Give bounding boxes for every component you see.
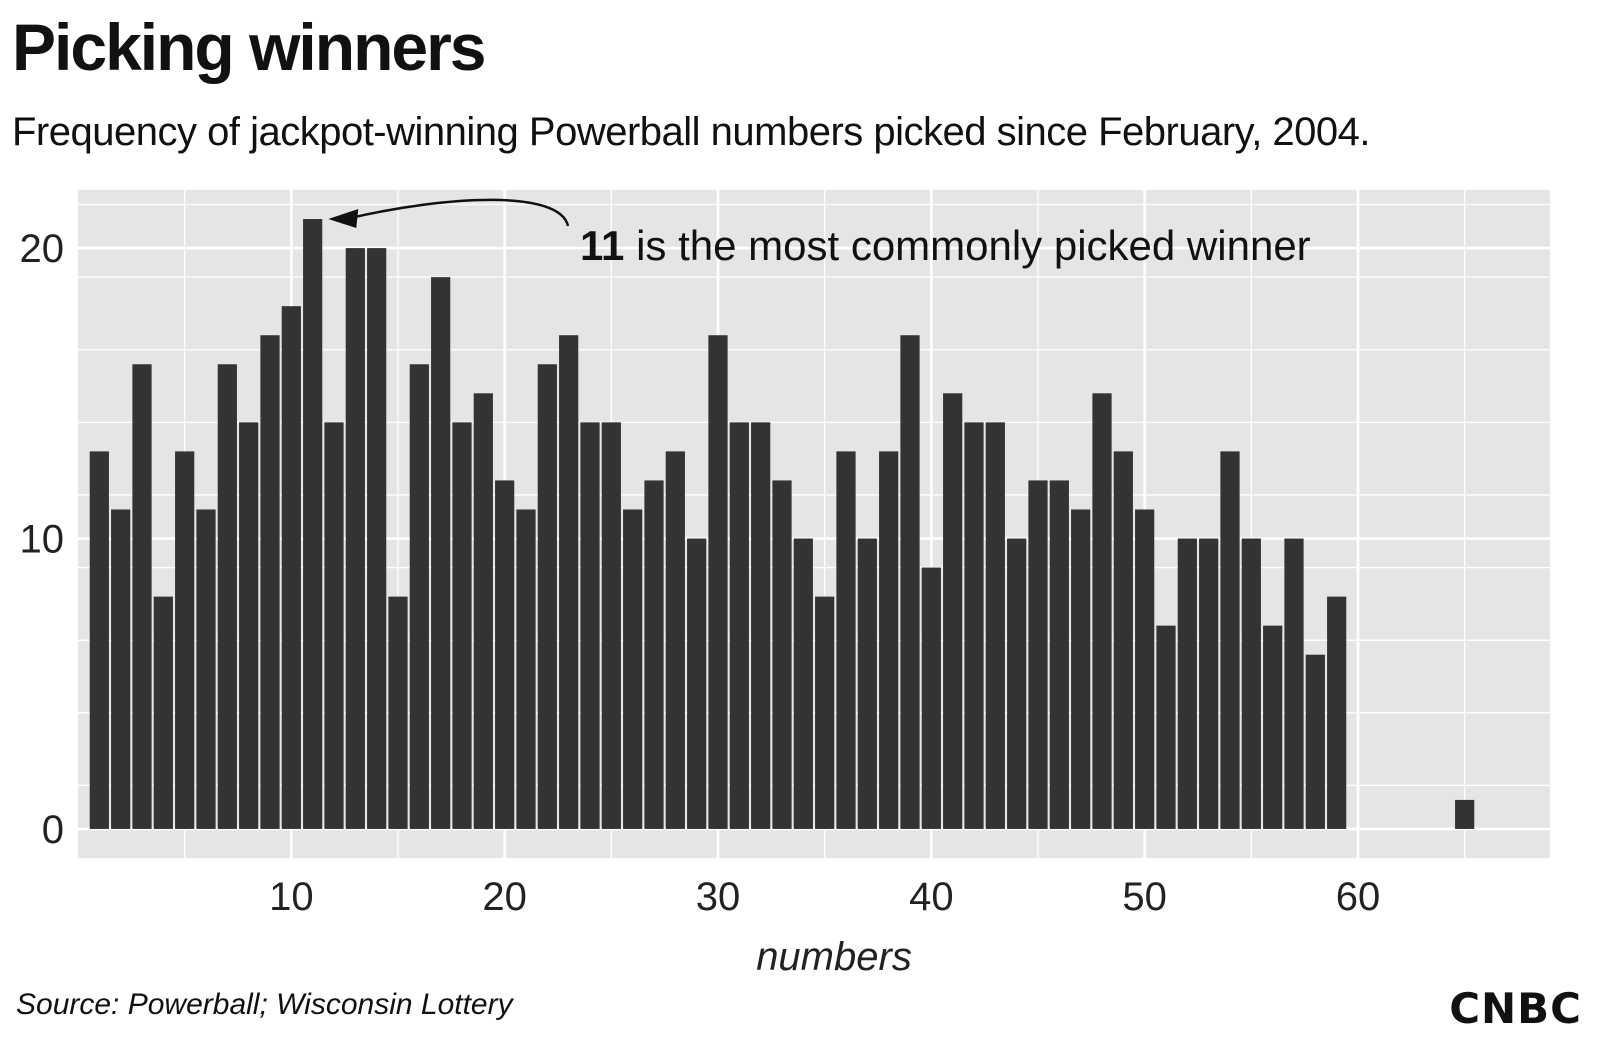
bar: [452, 422, 472, 829]
bar: [260, 335, 280, 829]
bar-chart: 0 10 20 10 20 30 40 50 60 numbers 11 is the most c…: [20, 190, 1550, 979]
bar: [708, 335, 728, 829]
bar: [431, 277, 451, 829]
bar: [196, 509, 216, 829]
bar: [516, 509, 536, 829]
y-tick-label: 0: [42, 808, 64, 852]
bar: [1305, 654, 1325, 829]
bar: [601, 422, 621, 829]
bar: [303, 219, 323, 829]
bar: [111, 509, 131, 829]
bar: [772, 480, 792, 829]
bar: [1113, 451, 1133, 829]
bar: [175, 451, 195, 829]
x-axis-label: numbers: [756, 935, 912, 979]
bar: [1284, 538, 1304, 829]
bar: [644, 480, 664, 829]
bar: [751, 422, 771, 829]
bar: [1135, 509, 1155, 829]
x-tick-label: 40: [909, 875, 954, 919]
bar: [324, 422, 344, 829]
bar: [729, 422, 749, 829]
bar: [580, 422, 600, 829]
bar: [281, 306, 301, 829]
annotation-arrow-line: [349, 198, 570, 227]
bar: [665, 451, 685, 829]
annotation-arrowhead: [328, 209, 359, 229]
bar: [153, 596, 173, 829]
bar: [857, 538, 877, 829]
bar: [623, 509, 643, 829]
x-tick-label: 30: [696, 875, 741, 919]
bar: [1092, 393, 1112, 829]
plot-panel: [78, 190, 1550, 858]
source-note: Source: Powerball; Wisconsin Lottery: [16, 988, 513, 1021]
annotation-text: 11 is the most commonly picked winner: [580, 222, 1311, 269]
bar: [1241, 538, 1261, 829]
bar: [1199, 538, 1219, 829]
bar: [1263, 625, 1283, 829]
bar: [985, 422, 1005, 829]
bar: [836, 451, 856, 829]
bar: [1007, 538, 1027, 829]
x-tick-label: 10: [269, 875, 314, 919]
bar: [1455, 799, 1475, 829]
bar: [217, 364, 237, 829]
x-tick-label: 60: [1336, 875, 1381, 919]
bar: [559, 335, 579, 829]
bar: [943, 393, 963, 829]
chart-title: Picking winners: [12, 10, 486, 84]
bar: [1177, 538, 1197, 829]
cnbc-logo: CNBC: [1449, 984, 1582, 1033]
bar: [388, 596, 408, 829]
bar: [964, 422, 984, 829]
bar: [473, 393, 493, 829]
bar: [89, 451, 109, 829]
bar: [1071, 509, 1091, 829]
bar: [921, 567, 941, 829]
bar: [409, 364, 429, 829]
bar: [793, 538, 813, 829]
y-tick-label: 10: [20, 518, 65, 562]
bar: [345, 248, 365, 829]
bar: [1156, 625, 1176, 829]
bar: [1049, 480, 1069, 829]
bar: [879, 451, 899, 829]
bar: [1327, 596, 1347, 829]
x-tick-label: 50: [1122, 875, 1167, 919]
chart-subtitle: Frequency of jackpot-winning Powerball n…: [12, 110, 1371, 154]
bar: [132, 364, 152, 829]
x-tick-label: 20: [482, 875, 527, 919]
bar: [1220, 451, 1240, 829]
bar: [367, 248, 387, 829]
bar: [1028, 480, 1048, 829]
bar: [239, 422, 259, 829]
bar: [687, 538, 707, 829]
bar: [537, 364, 557, 829]
bar: [495, 480, 515, 829]
y-tick-label: 20: [20, 227, 65, 271]
bar: [900, 335, 920, 829]
bar: [815, 596, 835, 829]
